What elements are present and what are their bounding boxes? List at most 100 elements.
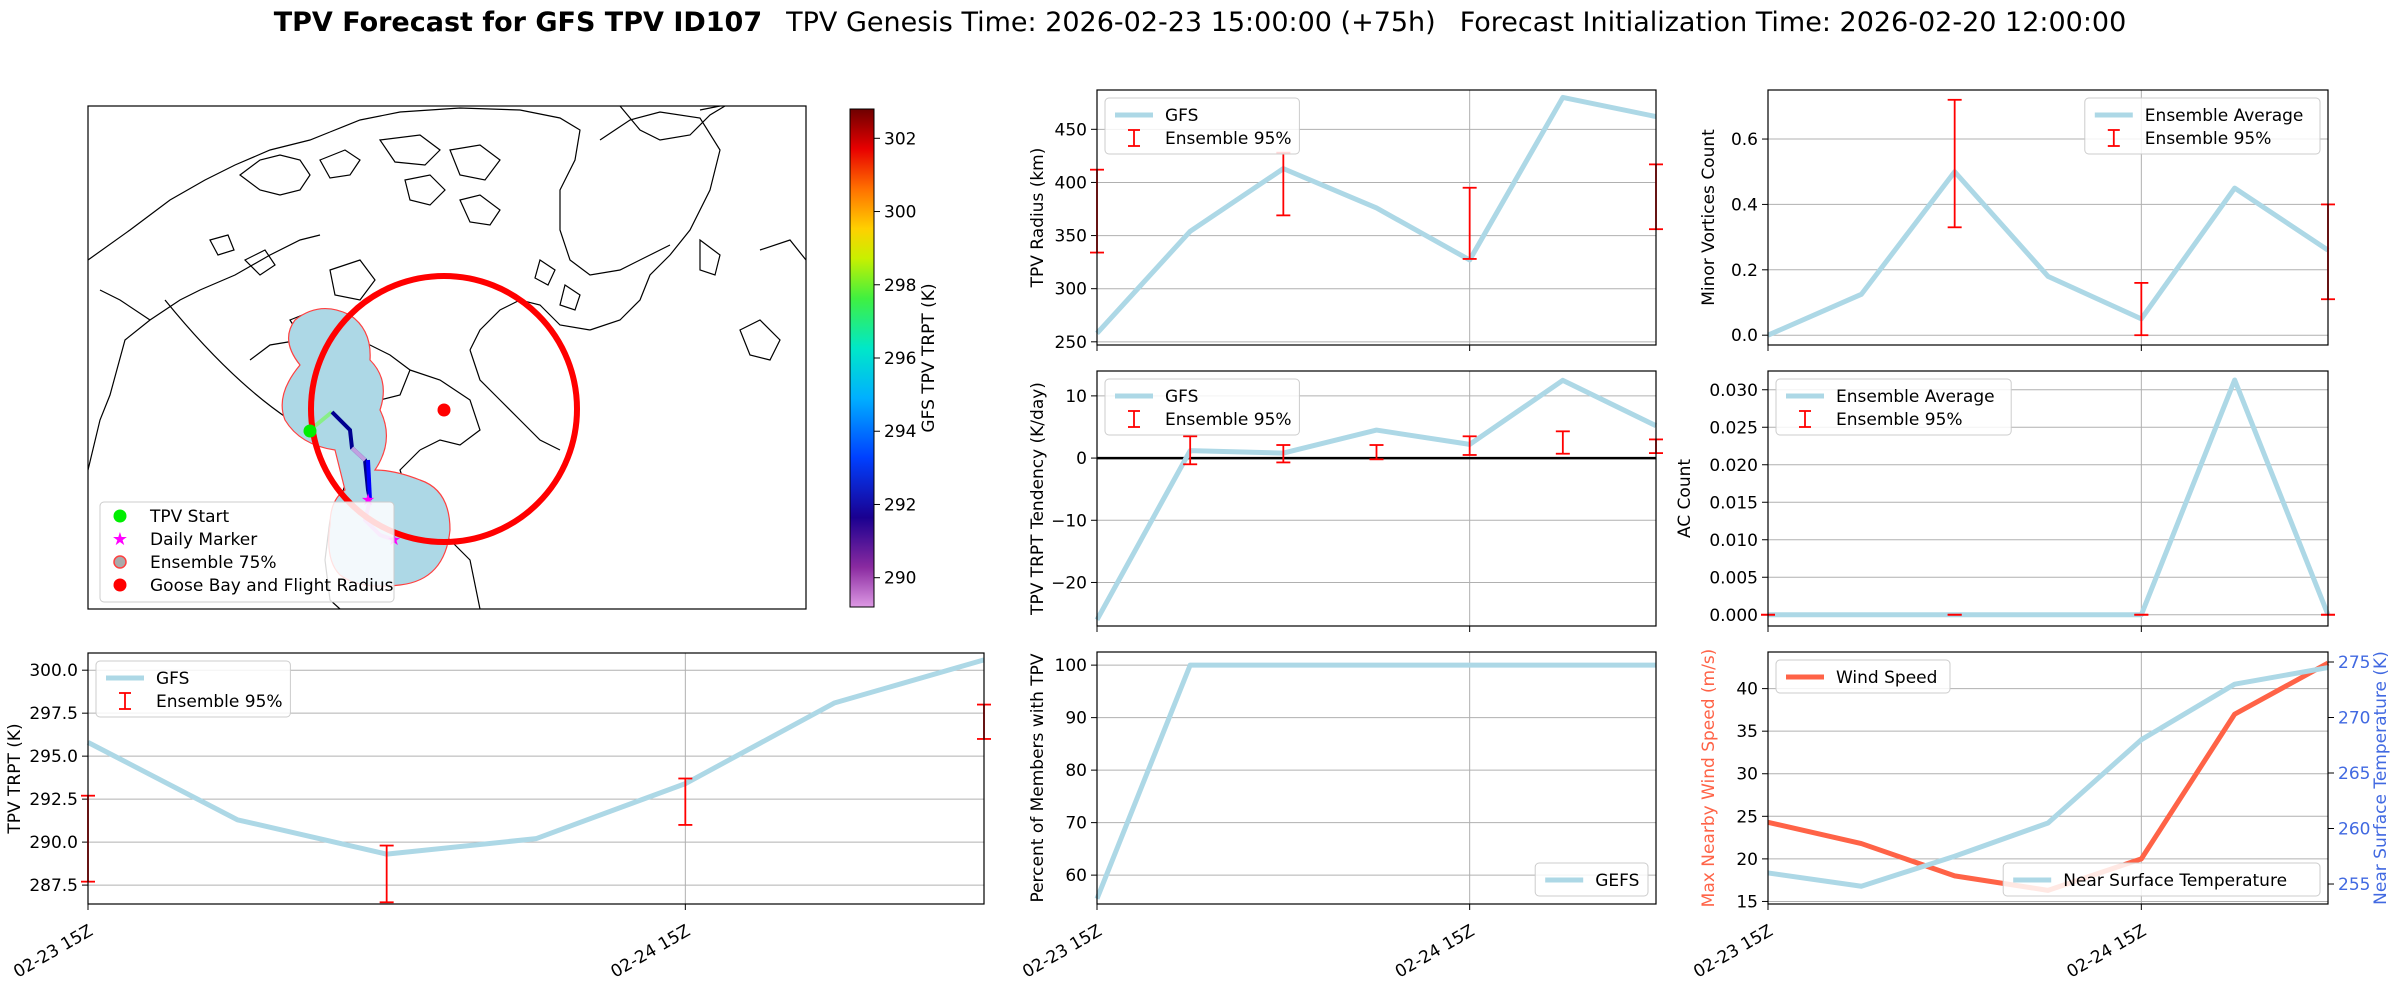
colorbar-tick-label: 296 xyxy=(884,349,916,369)
y-axis-label: TPV TRPT (K) xyxy=(5,723,25,834)
legend-daily-label: Daily Marker xyxy=(150,530,257,550)
legend-start-label: TPV Start xyxy=(149,507,230,527)
y-tick-label: 35 xyxy=(1736,722,1758,742)
y-right-tick-label: 270 xyxy=(2338,708,2370,728)
colorbar-tick-label: 302 xyxy=(884,129,916,149)
legend: Ensemble Average Ensemble 95% xyxy=(1775,378,2012,436)
plot-frame xyxy=(1767,370,2329,627)
series-line-0 xyxy=(1094,662,1656,900)
map-legend: TPV Start ★ Daily Marker Ensemble 75% Go… xyxy=(99,501,395,603)
legend: Wind Speed xyxy=(1775,659,1951,694)
title-genesis: TPV Genesis Time: 2026-02-23 15:00:00 (+… xyxy=(785,7,1436,38)
map-frame xyxy=(87,105,807,610)
y-tick-label: 90 xyxy=(1065,709,1087,729)
figure-title: TPV Forecast for GFS TPV ID107 TPV Genesi… xyxy=(274,7,2127,38)
y-tick-label: −20 xyxy=(1051,573,1087,593)
ensemble-75-region xyxy=(281,308,451,587)
y-axis-label: Max Nearby Wind Speed (m/s) xyxy=(1699,649,1719,908)
colorbar: 290 292 294 296 298 300 302 GFS TPV TRPT (K) xyxy=(849,108,939,608)
legend-box xyxy=(95,660,291,718)
plot-frame xyxy=(1096,651,1657,905)
legend-box xyxy=(1775,659,1951,694)
legend: Ensemble Average Ensemble 95% xyxy=(2084,97,2321,155)
plot-frame xyxy=(1767,651,2329,905)
legend-box xyxy=(2002,862,2321,897)
legend-start-icon xyxy=(113,509,127,523)
y-tick-label: 80 xyxy=(1065,761,1087,781)
colorbar-tick-label: 298 xyxy=(884,276,916,296)
series-line-0 xyxy=(1767,660,2330,893)
y-tick-label: 295.0 xyxy=(29,747,78,767)
y-tick-label: 0.6 xyxy=(1731,130,1758,150)
plot-frame xyxy=(1096,89,1657,346)
y-tick-label: 70 xyxy=(1065,814,1087,834)
title-bold: TPV Forecast for GFS TPV ID107 xyxy=(274,7,762,38)
legend-goose-icon xyxy=(113,578,127,592)
legend-label: Wind Speed xyxy=(1836,668,1937,688)
y-tick-label: 20 xyxy=(1736,850,1758,870)
y-axis-label: Percent of Members with TPV xyxy=(1028,653,1048,902)
y-tick-label: 30 xyxy=(1736,765,1758,785)
legend-label: Ensemble 95% xyxy=(1165,129,1292,149)
legend: GFS Ensemble 95% xyxy=(95,660,291,718)
legend-label: GFS xyxy=(1165,387,1198,407)
y-tick-label: 10 xyxy=(1065,387,1087,407)
plot-frame xyxy=(1767,89,2329,346)
legend-label: Ensemble 95% xyxy=(2145,129,2272,149)
y-tick-label: 60 xyxy=(1065,866,1087,886)
legend-box xyxy=(1104,378,1300,436)
x-tick-label: 02-24 15Z xyxy=(608,921,694,982)
y-tick-label: 350 xyxy=(1055,227,1087,247)
legend-label: GEFS xyxy=(1595,871,1639,891)
tpv-start-marker xyxy=(303,424,317,438)
flight-radius-circle xyxy=(308,273,580,545)
y-right-axis-label: Near Surface Temperature (K) xyxy=(2371,651,2391,905)
y-tick-label: 300 xyxy=(1055,280,1087,300)
y-tick-label: 0.4 xyxy=(1731,195,1758,215)
map-panel: ★ ★ TPV Start ★ Daily Marker Ensemble 75… xyxy=(87,105,939,610)
y-tick-label: 290.0 xyxy=(29,833,78,853)
colorbar-gradient xyxy=(849,108,875,608)
goose-bay-marker xyxy=(437,403,451,417)
legend: GFS Ensemble 95% xyxy=(1104,97,1300,155)
legend: Near Surface Temperature xyxy=(2002,862,2321,897)
y-tick-label: 0.000 xyxy=(1709,606,1758,626)
legend-box xyxy=(1534,862,1649,897)
title-init: Forecast Initialization Time: 2026-02-20… xyxy=(1460,7,2127,38)
y-tick-label: 0.2 xyxy=(1731,261,1758,281)
x-tick-label: 02-23 15Z xyxy=(1690,921,1776,982)
legend-label: Ensemble Average xyxy=(2145,106,2304,126)
y-tick-label: 15 xyxy=(1736,892,1758,912)
y-tick-label: 292.5 xyxy=(29,790,78,810)
chart-ac: 0.000 0.005 0.010 0.015 0.020 0.025 0.030 AC Co… xyxy=(1675,370,2335,632)
y-tick-label: 0.015 xyxy=(1709,493,1758,513)
y-tick-label: 25 xyxy=(1736,807,1758,827)
plot-frame xyxy=(87,652,985,905)
y-tick-label: 450 xyxy=(1055,120,1087,140)
y-right-tick-label: 275 xyxy=(2338,653,2370,673)
y-tick-label: 100 xyxy=(1055,656,1087,676)
legend-label: Ensemble Average xyxy=(1836,387,1995,407)
x-tick-label: 02-23 15Z xyxy=(1019,921,1105,982)
y-tick-label: 297.5 xyxy=(29,704,78,724)
y-right-tick-label: 255 xyxy=(2338,875,2370,895)
coastlines xyxy=(88,106,806,609)
legend-box xyxy=(1775,378,2012,436)
y-tick-label: 0.0 xyxy=(1731,326,1758,346)
y-right-tick-label: 265 xyxy=(2338,764,2370,784)
y-tick-label: 287.5 xyxy=(29,876,78,896)
legend-label: Near Surface Temperature xyxy=(2063,871,2287,891)
colorbar-tick-label: 300 xyxy=(884,203,916,223)
legend-label: GFS xyxy=(1165,106,1198,126)
y-tick-label: 40 xyxy=(1736,680,1758,700)
legend-box xyxy=(1104,97,1300,155)
legend: GEFS xyxy=(1534,862,1649,897)
y-tick-label: 0.030 xyxy=(1709,381,1758,401)
chart-radius: 250 300 350 400 450 TPV Radius (km) GFS Ensembl… xyxy=(1028,89,1663,353)
series-line-0 xyxy=(1768,377,2331,618)
y-axis-label: TPV Radius (km) xyxy=(1028,148,1048,289)
plot-frame xyxy=(1096,370,1657,627)
series-line-0 xyxy=(1766,169,2330,338)
legend-daily-icon: ★ xyxy=(112,529,128,550)
